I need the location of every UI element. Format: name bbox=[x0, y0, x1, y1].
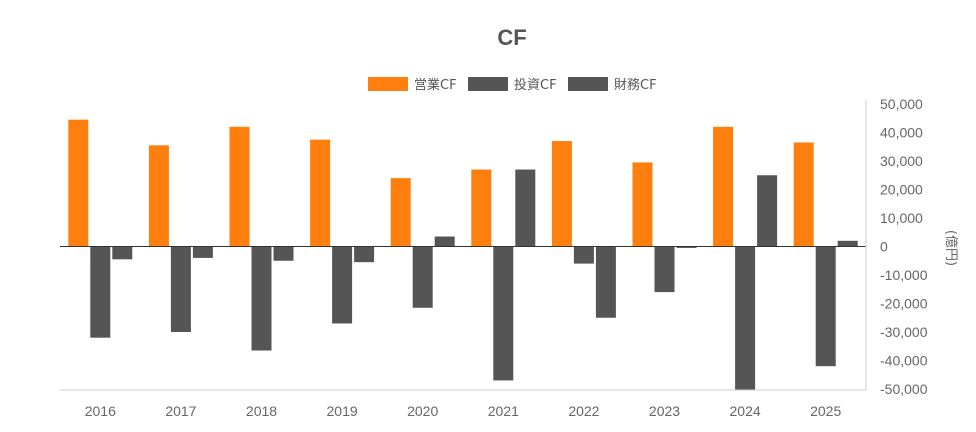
x-tick-label: 2019 bbox=[327, 403, 358, 419]
x-tick-label: 2022 bbox=[568, 403, 599, 419]
legend-swatch[interactable] bbox=[568, 77, 608, 91]
legend-swatch[interactable] bbox=[368, 77, 408, 91]
bar-投資CF-2016 bbox=[90, 246, 111, 338]
bar-財務CF-2019 bbox=[354, 246, 375, 263]
y-tick-label: -10,000 bbox=[880, 267, 928, 283]
bar-営業CF-2022 bbox=[551, 141, 572, 247]
legend-label[interactable]: 財務CF bbox=[614, 78, 657, 93]
y-axis-label: (億円) bbox=[943, 230, 959, 266]
x-axis-ticks: 2016 2017 2018 2019 2020 2021 2022 2023 2024 2025 bbox=[85, 403, 842, 419]
bar-営業CF-2023 bbox=[632, 162, 653, 247]
bar-投資CF-2018 bbox=[251, 246, 272, 351]
y-tick-label: 30,000 bbox=[880, 153, 923, 169]
bar-投資CF-2025 bbox=[815, 246, 836, 367]
bar-財務CF-2018 bbox=[273, 246, 294, 261]
bar-営業CF-2025 bbox=[793, 142, 814, 247]
x-tick-label: 2021 bbox=[488, 403, 519, 419]
y-tick-label: 0 bbox=[880, 239, 888, 255]
y-tick-label: 10,000 bbox=[880, 210, 923, 226]
legend-label[interactable]: 営業CF bbox=[414, 77, 457, 93]
bar-投資CF-2021 bbox=[493, 246, 514, 381]
bar-財務CF-2020 bbox=[434, 236, 455, 247]
bar-財務CF-2021 bbox=[515, 169, 536, 247]
bar-財務CF-2016 bbox=[112, 246, 133, 260]
bar-営業CF-2018 bbox=[229, 126, 250, 247]
bar-営業CF-2016 bbox=[68, 119, 89, 247]
bar-営業CF-2021 bbox=[471, 169, 492, 247]
x-tick-label: 2025 bbox=[810, 403, 841, 419]
legend-swatch[interactable] bbox=[468, 77, 508, 91]
bar-投資CF-2020 bbox=[412, 246, 433, 308]
x-tick-label: 2020 bbox=[407, 403, 438, 419]
legend-label[interactable]: 投資CF bbox=[514, 77, 557, 93]
legend: 営業CF 投資CF 財務CF bbox=[368, 77, 657, 93]
y-tick-label: -20,000 bbox=[880, 296, 928, 312]
bar-投資CF-2017 bbox=[170, 246, 191, 332]
bar-営業CF-2019 bbox=[310, 139, 331, 247]
y-tick-label: 20,000 bbox=[880, 182, 923, 198]
x-tick-label: 2024 bbox=[730, 403, 761, 419]
x-tick-label: 2016 bbox=[85, 403, 116, 419]
bar-財務CF-2022 bbox=[595, 246, 616, 318]
bar-投資CF-2024 bbox=[735, 246, 756, 391]
y-tick-label: 40,000 bbox=[880, 125, 923, 141]
bar-財務CF-2024 bbox=[757, 175, 778, 247]
bar-営業CF-2020 bbox=[390, 178, 411, 247]
x-tick-label: 2023 bbox=[649, 403, 680, 419]
bar-営業CF-2024 bbox=[713, 126, 734, 247]
x-tick-label: 2017 bbox=[165, 403, 196, 419]
chart-title: CF bbox=[497, 25, 526, 50]
bar-営業CF-2017 bbox=[148, 145, 169, 247]
bar-財務CF-2025 bbox=[837, 240, 858, 247]
x-tick-label: 2018 bbox=[246, 403, 277, 419]
bar-財務CF-2023 bbox=[676, 246, 697, 248]
y-tick-label: -30,000 bbox=[880, 324, 928, 340]
y-tick-label: 50,000 bbox=[880, 96, 923, 112]
bar-投資CF-2022 bbox=[573, 246, 594, 264]
y-axis-ticks: 50,000 40,000 30,000 20,000 10,000 0 -10,000 -2… bbox=[880, 96, 928, 397]
bar-投資CF-2023 bbox=[654, 246, 675, 293]
bar-財務CF-2017 bbox=[192, 246, 213, 258]
y-tick-label: -50,000 bbox=[880, 381, 928, 397]
y-tick-label: -40,000 bbox=[880, 353, 928, 369]
bar-投資CF-2019 bbox=[332, 246, 353, 324]
bars-layer bbox=[68, 119, 858, 391]
